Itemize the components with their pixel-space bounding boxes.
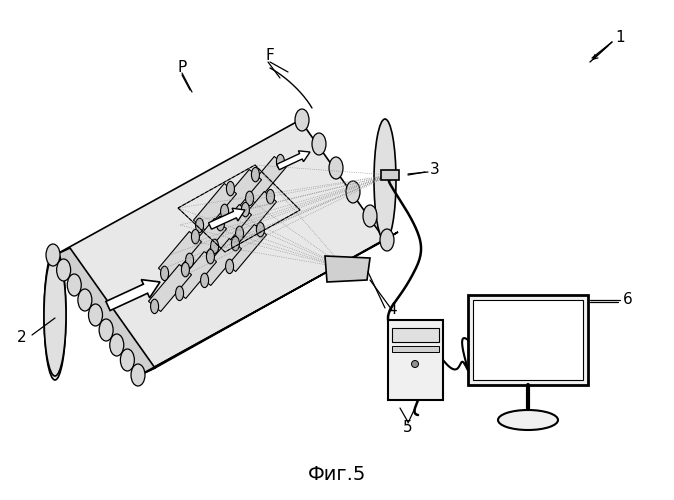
Ellipse shape: [175, 286, 183, 300]
Polygon shape: [106, 280, 160, 310]
Ellipse shape: [216, 216, 224, 231]
Ellipse shape: [57, 259, 71, 281]
Polygon shape: [55, 248, 155, 375]
Polygon shape: [198, 238, 241, 286]
Ellipse shape: [121, 349, 134, 371]
Polygon shape: [224, 224, 266, 272]
Ellipse shape: [226, 182, 235, 196]
Ellipse shape: [276, 154, 284, 169]
Text: 1: 1: [615, 30, 625, 46]
Polygon shape: [208, 208, 245, 229]
Polygon shape: [392, 328, 439, 342]
Ellipse shape: [78, 289, 92, 311]
Polygon shape: [243, 156, 286, 204]
Polygon shape: [392, 346, 439, 352]
Polygon shape: [325, 256, 370, 282]
Ellipse shape: [231, 236, 239, 251]
Ellipse shape: [160, 266, 168, 280]
Ellipse shape: [67, 274, 82, 296]
Ellipse shape: [110, 334, 124, 356]
Circle shape: [412, 360, 419, 368]
Ellipse shape: [256, 222, 264, 237]
Polygon shape: [148, 264, 191, 312]
Ellipse shape: [498, 410, 558, 430]
Ellipse shape: [88, 304, 102, 326]
Ellipse shape: [150, 299, 158, 314]
Text: P: P: [177, 60, 187, 76]
Polygon shape: [388, 320, 443, 400]
Ellipse shape: [363, 205, 377, 227]
FancyBboxPatch shape: [381, 170, 399, 180]
Ellipse shape: [329, 157, 343, 179]
Polygon shape: [193, 184, 237, 230]
Ellipse shape: [312, 133, 326, 155]
Text: 4: 4: [387, 302, 397, 318]
Ellipse shape: [295, 109, 309, 131]
Polygon shape: [218, 170, 262, 216]
Ellipse shape: [131, 364, 145, 386]
Ellipse shape: [195, 218, 204, 232]
Text: 3: 3: [430, 162, 440, 178]
Ellipse shape: [380, 229, 394, 251]
Ellipse shape: [245, 191, 253, 206]
Text: 2: 2: [18, 330, 27, 345]
Text: 6: 6: [623, 292, 633, 308]
Polygon shape: [55, 120, 385, 375]
Polygon shape: [473, 300, 583, 380]
Polygon shape: [208, 204, 251, 252]
Ellipse shape: [44, 250, 66, 380]
Ellipse shape: [46, 244, 60, 266]
Ellipse shape: [44, 254, 66, 376]
Ellipse shape: [346, 181, 360, 203]
Ellipse shape: [210, 239, 218, 254]
Ellipse shape: [374, 119, 396, 241]
Polygon shape: [277, 151, 310, 170]
Polygon shape: [140, 232, 398, 375]
Ellipse shape: [266, 190, 274, 204]
Text: Фиг.5: Фиг.5: [308, 466, 366, 484]
Polygon shape: [233, 192, 276, 238]
Ellipse shape: [226, 259, 234, 274]
Ellipse shape: [201, 273, 208, 287]
Polygon shape: [183, 218, 226, 266]
Ellipse shape: [185, 253, 193, 268]
Ellipse shape: [181, 262, 189, 277]
Text: 5: 5: [403, 420, 412, 436]
Ellipse shape: [191, 230, 200, 244]
Text: F: F: [266, 48, 274, 62]
Ellipse shape: [251, 168, 259, 182]
Ellipse shape: [241, 202, 249, 217]
Ellipse shape: [236, 226, 243, 240]
Ellipse shape: [220, 204, 228, 218]
Ellipse shape: [206, 250, 214, 264]
Polygon shape: [173, 252, 216, 298]
Polygon shape: [158, 232, 202, 278]
Polygon shape: [468, 295, 588, 385]
Ellipse shape: [99, 319, 113, 341]
